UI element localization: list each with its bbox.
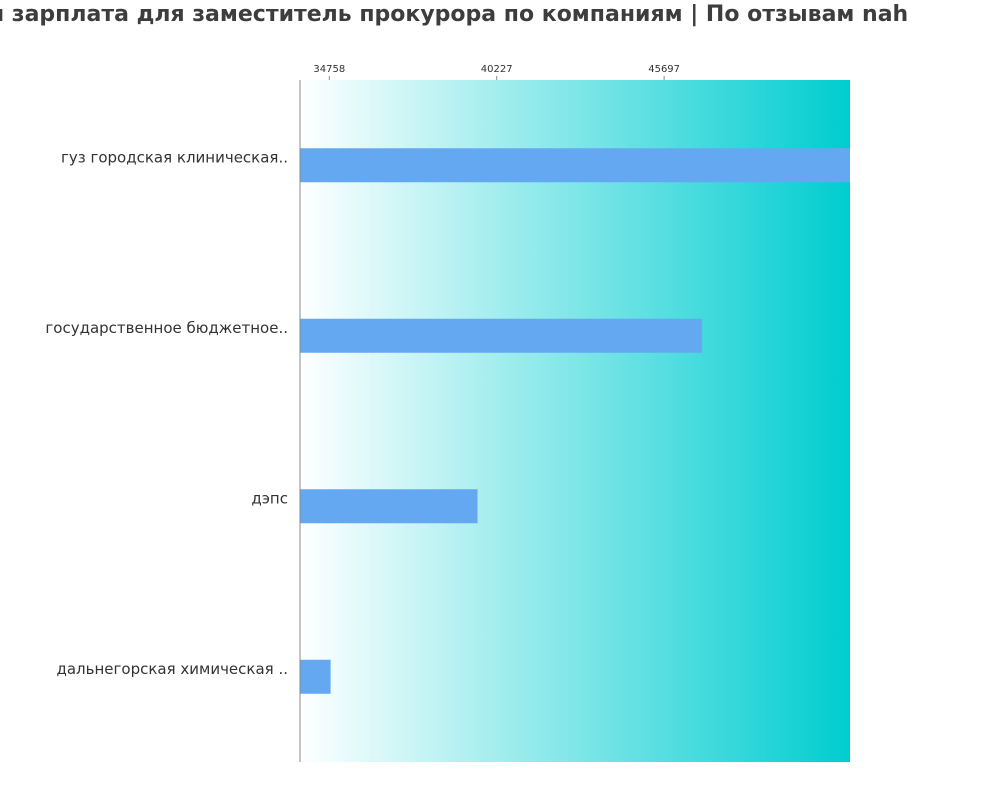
plot-background <box>300 80 850 762</box>
category-label-2: дэпс <box>251 489 288 507</box>
bar-3 <box>300 659 331 694</box>
bar-0 <box>300 148 850 183</box>
chart-title-text: я зарплата для заместитель прокурора по … <box>0 2 909 27</box>
category-label-3: дальнегорская химическая .. <box>56 660 288 678</box>
category-label-0: гуз городская клиническая.. <box>61 148 288 166</box>
category-label-1: государственное бюджетное.. <box>45 319 288 337</box>
bar-2 <box>300 489 478 524</box>
x-tick-label-2: 45697 <box>648 64 680 75</box>
bar-1 <box>300 318 703 353</box>
x-tick-label-0: 34758 <box>313 64 345 75</box>
x-tick-label-1: 40227 <box>481 64 513 75</box>
